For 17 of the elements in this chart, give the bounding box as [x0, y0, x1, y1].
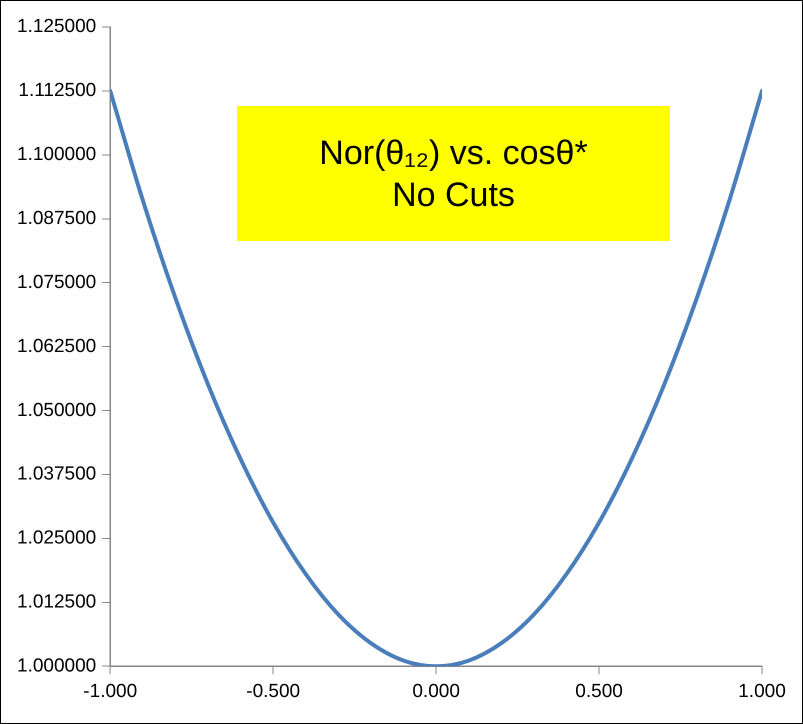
y-tick-label: 1.037500: [16, 464, 96, 485]
y-tick-label: 1.012500: [16, 592, 96, 613]
y-tick-label: 1.062500: [16, 336, 96, 357]
y-tick-label: 1.000000: [16, 655, 96, 676]
y-tick-label: 1.075000: [16, 272, 96, 293]
y-tick-label: 1.087500: [16, 208, 96, 229]
x-tick-label: -0.500: [246, 680, 300, 702]
title-box: Nor(θ₁₂) vs. cosθ* No Cuts: [237, 106, 670, 241]
y-tick-label: 1.125000: [16, 16, 96, 38]
x-tick-label: 0.500: [575, 680, 623, 702]
x-tick-label: -1.000: [83, 680, 138, 702]
y-tick-label: 1.100000: [16, 144, 96, 166]
y-tick-label: 1.112500: [18, 80, 96, 102]
x-tick-label: 0.000: [412, 680, 460, 702]
y-tick-label: 1.025000: [16, 528, 96, 549]
x-tick-label: 1.000: [738, 680, 786, 702]
y-tick-label: 1.050000: [16, 400, 96, 421]
